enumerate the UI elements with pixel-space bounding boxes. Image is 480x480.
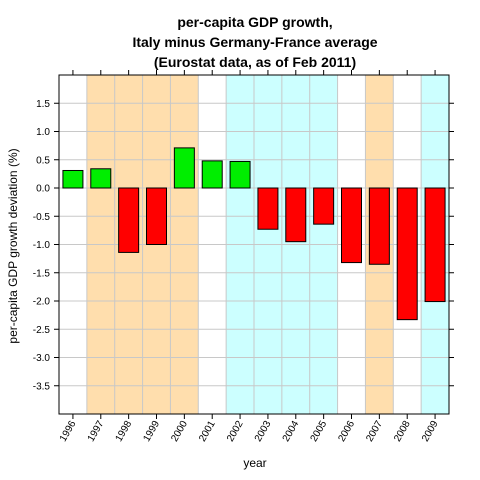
- y-tick-label: -1.0: [33, 240, 51, 251]
- x-tick-label: 1999: [141, 419, 162, 444]
- x-tick-label: 2001: [197, 419, 218, 444]
- bar: [201, 160, 223, 189]
- chart-title-line-1: per-capita GDP growth,: [177, 14, 332, 30]
- y-tick-label: -2.0: [33, 297, 51, 308]
- x-tick-label: 1996: [58, 419, 79, 444]
- y-axis-label: per-capita GDP growth deviation (%): [6, 148, 20, 343]
- x-tick-label: 2009: [420, 419, 441, 444]
- y-tick-label: -3.0: [33, 353, 51, 364]
- x-tick-label: 2006: [336, 419, 357, 444]
- x-tick-label: 2005: [309, 419, 330, 444]
- y-tick-label: 0.5: [36, 155, 50, 166]
- plot-frame: [58, 74, 450, 415]
- x-axis-label: year: [243, 456, 266, 470]
- bar: [118, 187, 140, 253]
- chart-title-line-3: (Eurostat data, as of Feb 2011): [154, 54, 356, 70]
- x-tick-labels: 1996 1997 1998 1999 2000 2001 2002 2003 2004 2005…: [58, 419, 441, 444]
- x-tick-label: 2004: [281, 419, 302, 444]
- y-tick-label: -3.5: [33, 381, 51, 392]
- bar: [90, 168, 112, 189]
- x-tick-label: 2003: [253, 419, 274, 444]
- bar: [285, 187, 307, 243]
- bar: [313, 187, 335, 225]
- y-tick-label: -2.5: [33, 325, 51, 336]
- x-tick-label: 2008: [392, 419, 413, 444]
- bar: [341, 187, 362, 264]
- chart-title-line-2: Italy minus Germany-France average: [132, 34, 377, 50]
- x-tick-label: 1998: [114, 419, 135, 444]
- bar: [424, 187, 446, 303]
- bar: [62, 169, 84, 189]
- bar-series: [62, 147, 446, 321]
- bar: [368, 187, 390, 265]
- x-tick-label: 2007: [364, 419, 385, 444]
- y-tick-label: -1.5: [33, 268, 51, 279]
- x-tick-label: 2002: [225, 419, 246, 444]
- y-tick-labels: -3.5 -3.0 -2.5 -2.0 -1.5 -1.0 -0.5 0.0 0.5 1.0 1.5: [33, 99, 51, 393]
- y-tick-label: 0.0: [36, 184, 50, 195]
- tick-marks: [54, 70, 454, 419]
- bar: [229, 160, 251, 189]
- y-tick-label: 1.0: [36, 127, 50, 138]
- y-tick-label: -0.5: [33, 212, 51, 223]
- x-tick-label: 2000: [169, 419, 190, 444]
- y-tick-label: 1.5: [36, 99, 50, 110]
- bar: [396, 187, 418, 321]
- bar: [146, 187, 167, 245]
- x-tick-label: 1997: [86, 419, 107, 444]
- chart-title: per-capita GDP growth, Italy minus Germa…: [132, 14, 377, 70]
- bar: [257, 187, 279, 230]
- grid-lines: [59, 75, 449, 414]
- bar: [173, 147, 195, 189]
